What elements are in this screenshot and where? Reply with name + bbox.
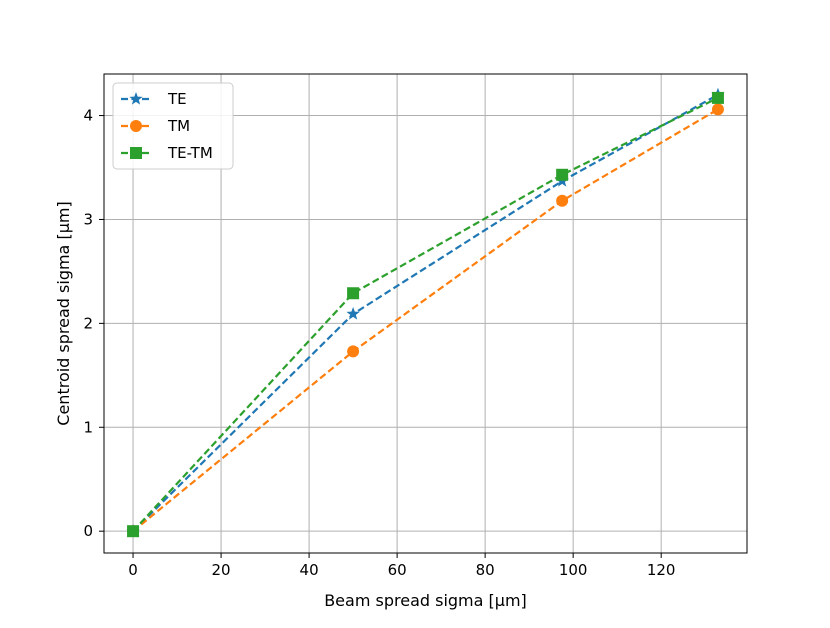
grid xyxy=(104,74,747,553)
plot-frame xyxy=(103,73,748,554)
x-tick-label: 60 xyxy=(388,561,407,579)
axis-ticks: 0 20 40 60 80 100 120 0 1 2 3 4 xyxy=(83,107,675,579)
legend-label-te: TE xyxy=(167,90,187,108)
y-tick-label: 3 xyxy=(83,210,93,228)
legend-item-tm: TM xyxy=(121,117,190,135)
y-tick-label: 0 xyxy=(83,522,93,540)
legend-marker-tm xyxy=(130,120,142,132)
x-tick-label: 20 xyxy=(212,561,231,579)
y-axis-label: Centroid spread sigma [μm] xyxy=(54,201,73,425)
legend: TE TM TE-TM xyxy=(112,82,234,170)
data-point-te xyxy=(346,307,360,320)
x-axis-label: Beam spread sigma [μm] xyxy=(324,591,527,610)
data-point-te-tm xyxy=(556,168,569,181)
series-line-te-tm xyxy=(132,96,719,532)
y-tick-label: 4 xyxy=(83,107,93,125)
x-tick-label: 120 xyxy=(647,561,676,579)
legend-box xyxy=(112,82,234,170)
x-tick-label: 100 xyxy=(559,561,588,579)
data-point-te-tm xyxy=(347,287,360,300)
legend-item-te: TE xyxy=(121,90,187,108)
x-tick-label: 40 xyxy=(300,561,319,579)
legend-item-te-tm: TE-TM xyxy=(121,144,213,162)
legend-marker-te xyxy=(129,92,143,105)
data-point-tm xyxy=(711,103,724,116)
series-layer xyxy=(126,87,725,538)
legend-marker-te-tm xyxy=(130,147,142,159)
data-point-te-tm xyxy=(127,525,140,538)
x-tick-label: 0 xyxy=(128,561,138,579)
series-line-te xyxy=(132,93,719,532)
x-tick-label: 80 xyxy=(476,561,495,579)
series-line-tm xyxy=(132,108,719,533)
series-te-tm xyxy=(127,91,724,538)
y-tick-label: 2 xyxy=(83,314,93,332)
data-point-tm xyxy=(347,345,360,358)
data-point-te-tm xyxy=(711,91,724,104)
legend-label-te-tm: TE-TM xyxy=(167,144,213,162)
y-tick-label: 1 xyxy=(83,418,93,436)
data-point-tm xyxy=(556,194,569,207)
legend-label-tm: TM xyxy=(167,117,190,135)
